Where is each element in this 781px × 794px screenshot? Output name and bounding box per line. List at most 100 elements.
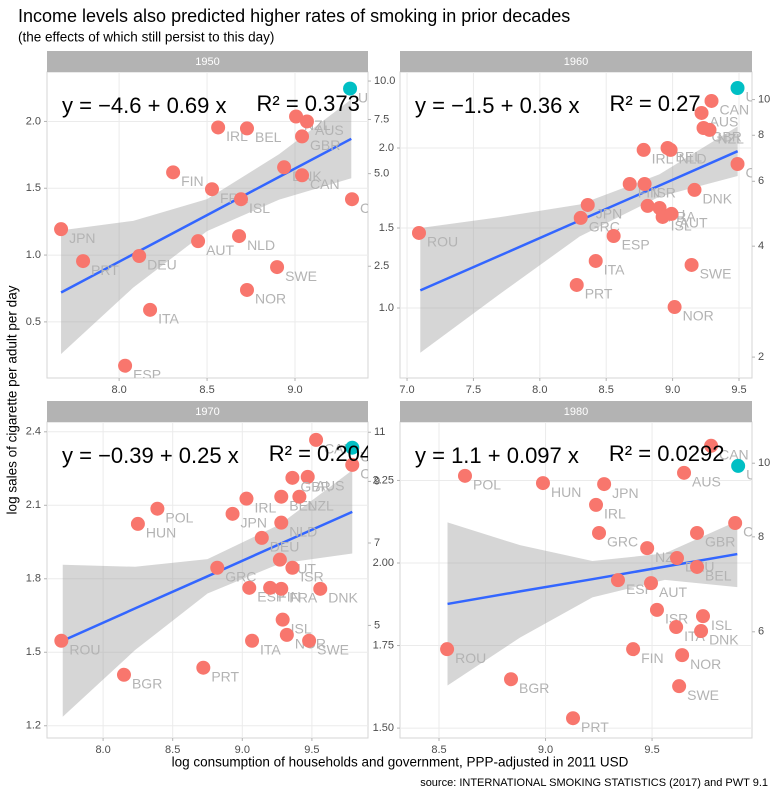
point [225, 506, 240, 521]
point [263, 580, 278, 595]
point-label: USA [746, 467, 775, 483]
point-label: ESP [133, 366, 161, 382]
point-label: AUS [710, 114, 739, 130]
point [622, 177, 637, 191]
point-label: AUT [659, 584, 687, 600]
y2-tick-label: 10.0 [374, 75, 395, 87]
y-tick-label: 1.5 [26, 182, 41, 194]
point [132, 249, 147, 264]
strip-label: 1970 [195, 406, 219, 418]
point [636, 142, 651, 157]
point [677, 465, 692, 480]
point-label: BGR [132, 676, 162, 692]
point-label: GBR [705, 534, 735, 550]
r-squared: R² = 0.373 [257, 91, 360, 116]
point-label: FIN [641, 650, 664, 666]
point [690, 525, 705, 540]
panel [399, 71, 753, 379]
point [232, 229, 247, 244]
point-label: AUT [206, 242, 234, 258]
point [285, 470, 300, 485]
x-tick-label: 7.0 [399, 384, 414, 396]
x-tick-label: 8.0 [532, 384, 547, 396]
strip [47, 401, 368, 422]
point-label: CHE [746, 165, 776, 181]
y2-tick-label: 5 [374, 619, 380, 631]
confidence-band [447, 521, 738, 686]
point [440, 642, 455, 657]
point-label: ITA [604, 262, 625, 278]
point [54, 222, 69, 237]
point-label: HUN [146, 525, 176, 541]
point-label: SWE [285, 268, 317, 284]
point-label: CAN [719, 446, 749, 462]
y-tick-label: 1.50 [373, 722, 394, 734]
y-tick-label: 1.5 [26, 646, 41, 658]
point-label: HUN [551, 484, 581, 500]
x-tick-label: 8.5 [599, 384, 614, 396]
point [275, 612, 290, 627]
point [573, 210, 588, 225]
point [588, 253, 603, 268]
point [285, 560, 300, 575]
fit-line [447, 552, 738, 606]
point-label: JPN [241, 515, 267, 531]
point [302, 633, 317, 648]
point-label: ROU [455, 650, 486, 666]
x-axis-label: log consumption of households and govern… [172, 755, 629, 770]
point-label: DNK [709, 632, 739, 648]
point [610, 573, 625, 588]
panel-content: NZLAUSIRLBELGBRDNKFINCANFRAISLCHEJPNAUTN… [54, 81, 390, 382]
point-label: ISL [671, 218, 692, 234]
point-label: GBR [300, 479, 330, 495]
point [675, 648, 690, 663]
panel [46, 421, 369, 739]
point [143, 302, 158, 317]
y-tick-label: 2.1 [26, 499, 41, 511]
point [411, 225, 426, 240]
x-tick-label: 8.0 [111, 384, 126, 396]
fit-line [60, 137, 352, 294]
point [343, 81, 358, 96]
point-label: POL [165, 509, 193, 525]
chart-subtitle: (the effects of which still persist to t… [18, 30, 274, 45]
point-label: BGR [519, 680, 549, 696]
point-label: IRL [254, 499, 276, 515]
point-label: DEU [147, 257, 177, 273]
point [695, 609, 710, 624]
point [300, 469, 315, 484]
point-label: BEL [676, 149, 703, 165]
point [566, 711, 581, 726]
y-tick-label: 2.0 [26, 115, 41, 127]
point [118, 358, 133, 373]
point-label: ESP [622, 237, 650, 253]
equation: y = −1.5 + 0.36 x [415, 93, 580, 118]
panel-content: CANCHEAUSGBRBELNZLIRLJPNPOLHUNDEUNLDAUTG… [54, 432, 368, 717]
confidence-band [420, 126, 738, 353]
y-tick-label: 2.00 [373, 557, 394, 569]
point [672, 679, 687, 694]
point-label: SWE [687, 687, 719, 703]
r-squared: R² = 0.27 [610, 91, 701, 116]
point [270, 260, 285, 275]
point [274, 515, 289, 530]
point-label: NLD [289, 523, 317, 539]
point [166, 165, 181, 180]
point-label: ISR [653, 185, 676, 201]
y-tick-label: 2.4 [26, 426, 41, 438]
point-label: DNK [703, 191, 733, 207]
y-tick-label: 2.0 [379, 142, 394, 154]
y-tick-label: 0.5 [26, 316, 41, 328]
point-label: NLD [247, 237, 275, 253]
point [292, 489, 307, 504]
point-label: PRT [581, 719, 609, 735]
point [664, 206, 679, 221]
strip-label: 1950 [195, 56, 219, 68]
point-label: CHE [360, 200, 390, 216]
point [289, 109, 304, 124]
y2-tick-label: 6 [758, 626, 764, 638]
strip [400, 51, 752, 72]
point [597, 477, 612, 492]
point [54, 633, 69, 648]
